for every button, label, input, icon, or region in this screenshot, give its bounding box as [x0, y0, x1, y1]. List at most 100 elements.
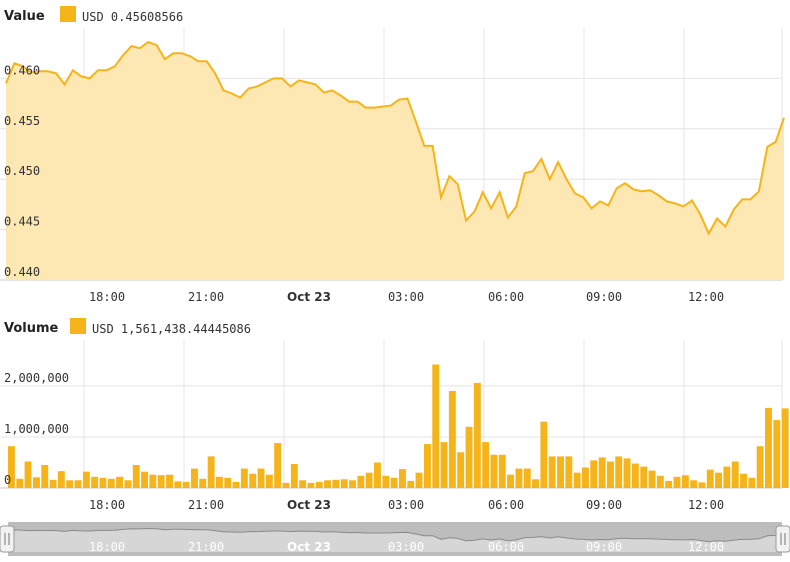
volume-bar	[473, 382, 481, 488]
volume-bar	[432, 364, 440, 488]
volume-legend-value: 1,561,438.44445086	[121, 322, 251, 336]
volume-bar	[448, 391, 456, 488]
value-y-tick-label: 0.450	[4, 164, 40, 178]
volume-bar	[382, 475, 390, 488]
volume-bar	[365, 472, 373, 488]
volume-bar	[57, 471, 65, 488]
volume-bar	[232, 481, 240, 488]
volume-bar	[590, 460, 598, 488]
volume-bar	[49, 479, 57, 488]
navigator-x-tick-label: Oct 23	[287, 540, 331, 554]
volume-bar	[290, 464, 298, 488]
volume-bar-series	[8, 364, 789, 488]
volume-bar	[623, 458, 631, 488]
volume-bar	[216, 476, 223, 488]
volume-bar	[598, 457, 606, 488]
navigator-x-tick-label: 21:00	[188, 540, 224, 554]
volume-bar	[299, 480, 307, 488]
volume-x-tick-label: 18:00	[89, 498, 125, 512]
volume-bar	[324, 480, 331, 488]
volume-panel: Volume USD 1,561,438.44445086 0 1,000,000…	[0, 318, 789, 512]
volume-bar	[548, 456, 556, 488]
navigator-x-tick-label: 18:00	[89, 540, 125, 554]
volume-bar	[740, 473, 747, 488]
value-area-fill	[6, 42, 784, 280]
navigator-series	[5, 527, 785, 552]
volume-bar	[424, 444, 431, 488]
volume-bar	[573, 472, 581, 488]
value-y-axis: 0.440 0.445 0.450 0.455 0.460	[4, 63, 40, 279]
navigator-x-tick-label: 12:00	[688, 540, 724, 554]
volume-bar	[41, 465, 49, 488]
value-legend-swatch[interactable]	[60, 6, 76, 22]
volume-bar	[665, 480, 673, 488]
volume-bar	[91, 476, 99, 488]
navigator-area	[6, 528, 784, 552]
volume-bar	[74, 480, 82, 488]
volume-bar	[415, 472, 423, 488]
volume-bar	[498, 454, 506, 488]
volume-bar	[440, 442, 448, 488]
volume-y-axis: 0 1,000,000 2,000,000	[4, 371, 69, 487]
volume-bar	[465, 426, 473, 488]
volume-bar	[107, 478, 115, 488]
volume-bar	[640, 466, 648, 488]
value-line	[5, 40, 785, 236]
volume-bar	[16, 478, 24, 488]
volume-legend-currency: USD	[92, 322, 114, 336]
navigator-line	[5, 527, 785, 543]
volume-bar	[257, 468, 265, 488]
volume-bar	[615, 456, 623, 488]
volume-bar	[224, 477, 232, 488]
volume-bar	[565, 456, 573, 488]
volume-bar	[340, 479, 348, 488]
volume-bar	[99, 477, 107, 488]
volume-bar	[265, 474, 273, 488]
navigator-x-tick-label: 09:00	[586, 540, 622, 554]
volume-bar	[482, 442, 490, 488]
value-y-tick-label: 0.445	[4, 215, 40, 229]
value-x-axis: 18:00 21:00 Oct 23 03:00 06:00 09:00 12:00	[89, 290, 724, 304]
volume-bar	[673, 476, 681, 488]
volume-bar	[282, 482, 290, 488]
volume-bar	[240, 468, 248, 488]
volume-x-tick-label: 12:00	[688, 498, 724, 512]
volume-bar	[399, 469, 406, 488]
value-x-tick-label: 21:00	[188, 290, 224, 304]
volume-bar	[532, 479, 539, 488]
navigator-left-handle[interactable]	[0, 525, 15, 553]
volume-legend-swatch[interactable]	[70, 318, 86, 334]
volume-bar	[582, 467, 589, 488]
volume-bar	[648, 470, 656, 488]
volume-bar	[249, 473, 257, 488]
volume-bar	[523, 468, 531, 488]
volume-bar	[199, 478, 207, 488]
volume-bar	[357, 475, 365, 488]
volume-bar	[66, 480, 74, 488]
volume-bar	[407, 480, 415, 488]
volume-x-tick-label: 06:00	[488, 498, 524, 512]
value-y-tick-label: 0.440	[4, 265, 40, 279]
volume-grid	[0, 340, 783, 489]
volume-bar	[773, 420, 781, 488]
volume-bar	[656, 475, 664, 488]
volume-bar	[490, 454, 498, 488]
volume-bar	[781, 408, 789, 488]
volume-bar	[307, 482, 315, 488]
volume-bar	[349, 480, 356, 488]
navigator-x-tick-label: 03:00	[388, 540, 424, 554]
volume-y-tick-label: 0	[4, 473, 11, 487]
value-x-tick-label: 03:00	[388, 290, 424, 304]
volume-x-tick-label: 21:00	[188, 498, 224, 512]
volume-bar	[8, 446, 15, 488]
volume-bar	[124, 480, 132, 488]
volume-bar	[540, 421, 548, 488]
value-y-tick-label: 0.460	[4, 63, 40, 77]
range-navigator[interactable]: 18:00 21:00 Oct 23 03:00 06:00 09:00 12:00	[0, 522, 790, 556]
navigator-right-handle[interactable]	[775, 525, 790, 553]
volume-bar	[82, 471, 90, 488]
volume-bar	[141, 471, 148, 488]
volume-bar	[24, 461, 32, 488]
volume-bar	[723, 466, 731, 488]
